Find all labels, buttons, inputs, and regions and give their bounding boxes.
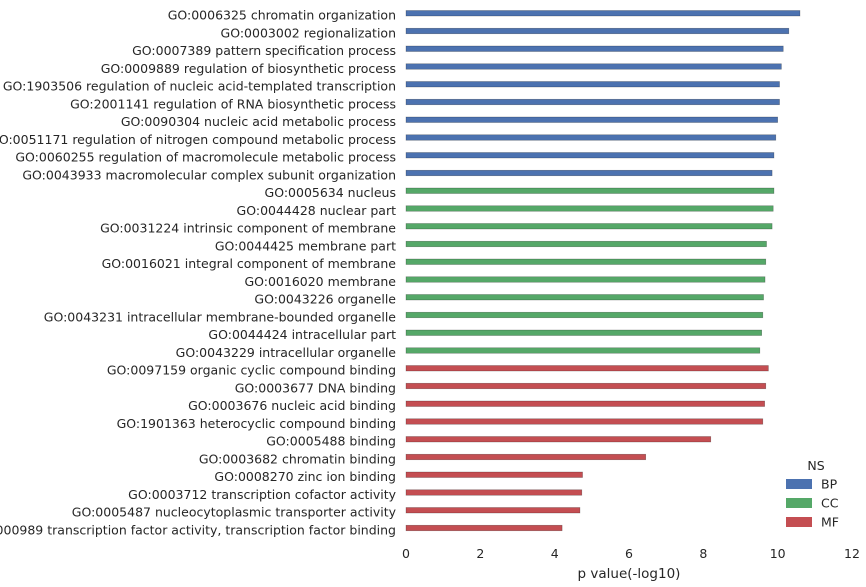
x-tick-label: 4 <box>551 546 559 561</box>
category-label: GO:0003002 regionalization <box>221 25 396 40</box>
bar-go-1901363 <box>405 418 764 425</box>
bar-go-0003677 <box>405 382 767 390</box>
bar-go-0003682 <box>405 453 647 461</box>
category-label: GO:0043226 organelle <box>254 292 396 307</box>
bar-go-0043933 <box>405 169 773 177</box>
category-label: GO:0043933 macromolecular complex subuni… <box>22 167 396 182</box>
category-label: GO:0005487 nucleocytoplasmic transporter… <box>72 505 397 520</box>
bar-go-0007389 <box>405 45 784 52</box>
bar-go-0090304 <box>405 116 778 123</box>
category-label: GO:0031224 intrinsic component of membra… <box>100 221 396 236</box>
bar-go-0006325 <box>405 10 801 17</box>
bars-group <box>405 10 801 532</box>
bar-go-0000989 <box>405 524 563 532</box>
x-axis-title: p value(-log10) <box>578 566 681 582</box>
bar-go-0043231 <box>405 311 764 319</box>
category-label: GO:0097159 organic cyclic compound bindi… <box>107 363 396 378</box>
category-label: GO:0005488 binding <box>266 434 396 449</box>
bar-go-0043226 <box>405 294 764 301</box>
legend-swatch-mf <box>786 517 812 527</box>
legend-label-cc: CC <box>821 496 839 511</box>
category-label: GO:0051171 regulation of nitrogen compou… <box>0 132 396 147</box>
x-tick-label: 12 <box>844 546 860 561</box>
category-label: GO:0043229 intracellular organelle <box>176 345 397 360</box>
bar-go-2001141 <box>405 98 780 106</box>
bar-go-0016021 <box>405 258 767 265</box>
x-tick-labels: 0 2 4 6 8 10 12 <box>402 546 860 561</box>
legend-title: NS <box>807 458 824 473</box>
bar-go-0005634 <box>405 187 775 194</box>
bar-go-0005487 <box>405 507 581 514</box>
category-label: GO:0044425 membrane part <box>215 238 396 253</box>
legend-swatch-cc <box>786 498 812 508</box>
bar-go-0008270 <box>405 471 583 478</box>
category-label: GO:0003676 nucleic acid binding <box>188 398 396 413</box>
bar-go-1903506 <box>405 81 780 88</box>
x-tick-label: 8 <box>699 546 707 561</box>
legend: NS BP CC MF <box>786 458 839 530</box>
bar-go-0044425 <box>405 240 767 248</box>
bar-go-0051171 <box>405 134 777 141</box>
category-label: GO:2001141 regulation of RNA biosyntheti… <box>70 96 396 111</box>
bar-go-0003002 <box>405 27 790 35</box>
category-label: GO:0043231 intracellular membrane-bounde… <box>44 309 397 324</box>
x-tick-label: 10 <box>770 546 786 561</box>
category-label: GO:0007389 pattern specification process <box>132 43 396 58</box>
category-label: GO:0090304 nucleic acid metabolic proces… <box>121 114 396 129</box>
bar-go-0016020 <box>405 276 766 283</box>
bar-go-0097159 <box>405 365 769 372</box>
category-label: GO:0009889 regulation of biosynthetic pr… <box>101 61 396 76</box>
x-tick-label: 0 <box>402 546 410 561</box>
category-label: GO:0060255 regulation of macromolecule m… <box>15 150 396 165</box>
category-label: GO:0008270 zinc ion binding <box>214 469 396 484</box>
category-label: GO:0003682 chromatin binding <box>199 451 396 466</box>
bar-go-0044428 <box>405 205 774 212</box>
bar-go-0043229 <box>405 347 761 354</box>
category-label: GO:0044428 nuclear part <box>237 203 397 218</box>
legend-swatch-bp <box>786 479 812 489</box>
bar-go-0003676 <box>405 400 765 407</box>
category-label: GO:0003712 transcription cofactor activi… <box>128 487 396 502</box>
x-tick-label: 2 <box>476 546 484 561</box>
bar-go-0009889 <box>405 63 782 70</box>
bar-go-0003712 <box>405 489 583 496</box>
category-label: GO:1901363 heterocyclic compound binding <box>117 416 396 431</box>
legend-entries: BP CC MF <box>786 477 839 530</box>
bar-go-0005488 <box>405 436 712 443</box>
legend-label-mf: MF <box>821 515 839 530</box>
bar-go-0044424 <box>405 329 762 336</box>
category-label: GO:0000989 transcription factor activity… <box>0 522 396 537</box>
legend-label-bp: BP <box>821 477 838 492</box>
category-label: GO:0003677 DNA binding <box>235 380 396 395</box>
bar-go-0060255 <box>405 152 775 159</box>
category-label: GO:0016020 membrane <box>244 274 396 289</box>
category-label: GO:0006325 chromatin organization <box>168 8 396 23</box>
category-label: GO:0016021 integral component of membran… <box>102 256 397 271</box>
category-label: GO:1903506 regulation of nucleic acid-te… <box>3 79 396 94</box>
category-label: GO:0044424 intracellular part <box>208 327 396 342</box>
category-labels: GO:0006325 chromatin organization GO:0003… <box>0 8 397 538</box>
bar-go-0031224 <box>405 223 773 230</box>
category-label: GO:0005634 nucleus <box>265 185 396 200</box>
x-tick-label: 6 <box>625 546 633 561</box>
